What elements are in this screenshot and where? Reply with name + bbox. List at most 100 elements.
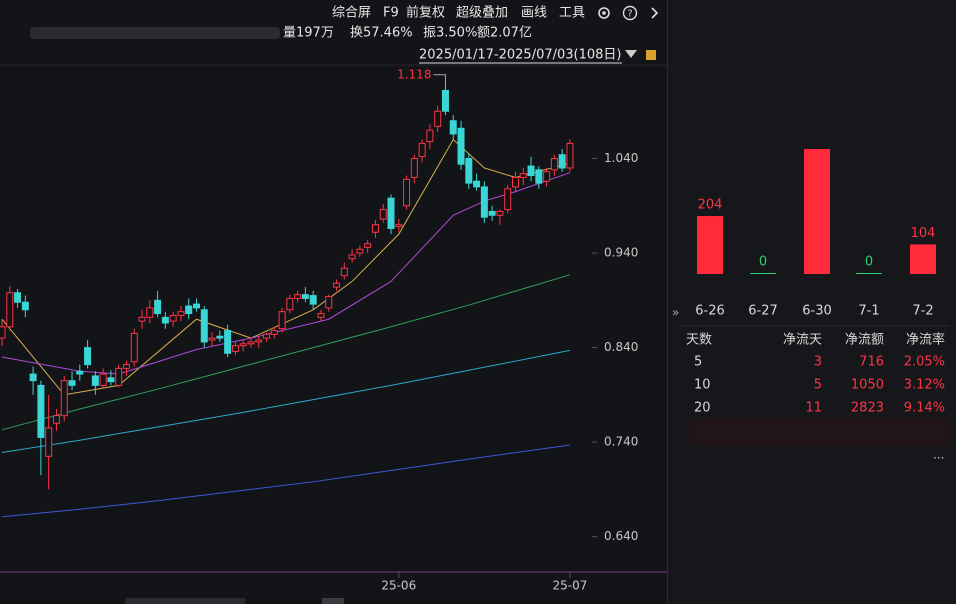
candle-body <box>504 188 512 211</box>
y-tick-label: 0.840 <box>604 340 638 354</box>
table-cell: 11 <box>805 401 822 416</box>
candle-body <box>465 158 473 184</box>
toolbar-item[interactable]: 超级叠加 <box>456 6 508 21</box>
high-label: 1.118 <box>397 67 431 81</box>
y-tick-label: 0.940 <box>604 246 638 260</box>
candle-body <box>115 367 123 386</box>
table-header: 净流率 <box>906 332 945 348</box>
candle-body <box>208 337 216 341</box>
flow-category: 6-26 <box>695 304 725 319</box>
candle-body <box>231 345 239 352</box>
candle-body <box>496 210 504 216</box>
table-cell: 2.05% <box>904 355 945 370</box>
candle-body <box>441 89 449 112</box>
candle-body <box>29 373 37 382</box>
candle-body <box>130 332 138 363</box>
flow-bar <box>910 244 936 274</box>
candle-body <box>286 297 294 311</box>
high-pointer <box>433 74 446 85</box>
candle-body <box>333 282 341 288</box>
flow-category: 6-27 <box>748 304 778 319</box>
x-tick-label: 25-07 <box>553 579 588 593</box>
stat: 量197万 <box>283 26 334 41</box>
table-cell: 3.12% <box>904 378 945 393</box>
icon-expand[interactable] <box>651 7 659 19</box>
toolbar-item[interactable]: 工具 <box>559 6 585 21</box>
flow-value-label: 0 <box>865 255 873 270</box>
candle-body <box>473 180 481 188</box>
stat: 额2.07亿 <box>477 26 532 41</box>
x-tick-label: 25-06 <box>381 579 416 593</box>
candle-body <box>169 314 177 322</box>
svg-text:?: ? <box>627 9 632 20</box>
candle-body <box>45 427 53 457</box>
candle-body <box>146 307 154 318</box>
flow-table: 天数 净流天 净流额 净流率 5 3 716 2.05% 10 5 1050 3.12% 20 11 282… <box>686 332 945 416</box>
candle-body <box>403 178 411 207</box>
candle-body <box>543 171 551 182</box>
lock-icon[interactable] <box>646 50 656 60</box>
dropdown[interactable] <box>625 50 637 58</box>
table-cell: 3 <box>814 355 822 370</box>
stats: 量197万 换57.46% 振3.50% 额2.07亿 <box>283 26 532 41</box>
blurred-name <box>30 27 280 39</box>
candle-body <box>0 326 6 339</box>
table-header: 净流额 <box>845 333 884 348</box>
candle-body <box>410 158 418 178</box>
flow-value-label: 0 <box>759 255 767 270</box>
candle-body <box>340 267 348 277</box>
toolbar-item[interactable]: 前复权 <box>406 5 445 21</box>
candle-body <box>278 311 286 330</box>
flow-bar <box>856 273 882 274</box>
toolbar-item[interactable]: F9 <box>383 6 399 21</box>
flow-bar <box>750 273 776 274</box>
stat: 振3.50% <box>423 26 477 41</box>
icon-settings[interactable] <box>598 7 610 19</box>
table-cell: 9.14% <box>904 401 945 416</box>
toolbar-item[interactable]: 画线 <box>521 6 547 21</box>
candle-body <box>200 309 208 343</box>
candle-body <box>224 330 232 354</box>
toolbar-item[interactable]: 综合屏 <box>332 6 371 21</box>
candle-body <box>6 292 14 328</box>
candle-body <box>434 110 442 127</box>
scroll-thumb[interactable] <box>322 598 344 604</box>
icon-help[interactable]: ? <box>622 5 638 21</box>
candle-body <box>426 129 434 143</box>
candle-body <box>325 296 333 309</box>
candle-body <box>480 186 488 218</box>
date-range: 2025/01/17-2025/07/03(108日) <box>419 48 622 63</box>
candle-body <box>387 197 395 229</box>
candle-body <box>309 295 317 305</box>
collapse-arrow[interactable]: » <box>672 306 679 320</box>
candle-body <box>457 127 465 165</box>
flow-category: 6-30 <box>802 304 832 319</box>
candle-body <box>317 313 325 318</box>
candle-body <box>255 339 263 343</box>
candle-body <box>177 311 185 316</box>
table-cell: 10 <box>694 378 711 393</box>
candle-body <box>294 294 302 299</box>
candle-body <box>519 173 527 178</box>
candle-body <box>239 343 247 347</box>
candle-body <box>14 292 22 303</box>
toolbar: 综合屏 F9 前复权 超级叠加 画线 工具 <box>332 5 585 21</box>
candle-body <box>216 335 224 339</box>
candle-body <box>37 384 45 438</box>
moving-average <box>1 274 571 431</box>
candle-body <box>107 377 115 383</box>
more[interactable]: ... <box>933 448 944 462</box>
candle-body <box>535 169 543 184</box>
candle-body <box>270 330 278 335</box>
flow-value-label: 104 <box>911 226 936 241</box>
candle-body <box>379 209 387 220</box>
candle-body <box>52 415 60 424</box>
scrollbar[interactable] <box>125 598 245 604</box>
table-cell: 1050 <box>851 378 884 393</box>
side-panel <box>668 0 956 604</box>
candle-body <box>193 303 200 309</box>
candle-body <box>566 142 574 169</box>
candle-body <box>154 299 162 315</box>
table-cell: 716 <box>859 355 884 370</box>
